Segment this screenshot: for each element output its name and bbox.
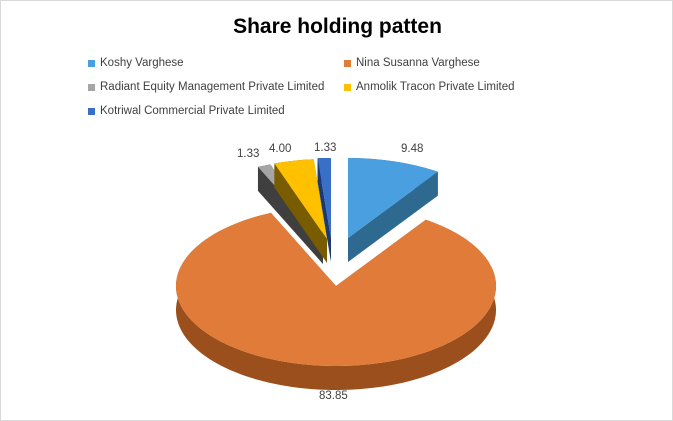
data-label-koshy: 9.48 [401,143,424,155]
slice-top [317,158,331,238]
legend-swatch [88,107,95,115]
data-label-anmolik: 4.00 [269,143,292,155]
pie-slice-nina [176,212,496,390]
data-label-radiant: 1.33 [237,148,260,160]
slice-wall [317,158,331,262]
legend-item-nina: Nina Susanna Varghese [344,57,480,69]
legend-label: Anmolik Tracon Private Limited [356,81,515,93]
slice-top [176,212,496,366]
pie-slice-anmolik [274,159,327,263]
data-label-kotriwal: 1.33 [314,142,337,154]
chart-title: Share holding patten [233,15,442,38]
legend-item-koshy: Koshy Varghese [88,57,184,69]
slice-top [348,158,438,238]
pie-slice-koshy [348,158,438,262]
legend-label: Kotriwal Commercial Private Limited [100,105,285,117]
pie-slice-kotriwal [317,158,331,262]
data-label-nina: 83.85 [319,390,348,402]
legend-item-radiant: Radiant Equity Management Private Limite… [88,81,324,93]
legend-item-kotriwal: Kotriwal Commercial Private Limited [88,105,285,117]
slice-wall [274,163,327,263]
slice-top [274,159,327,239]
legend-swatch [344,59,351,67]
legend-label: Radiant Equity Management Private Limite… [100,81,325,93]
legend-swatch [88,59,95,67]
legend-label: Koshy Varghese [100,57,184,69]
legend-item-anmolik: Anmolik Tracon Private Limited [344,81,515,93]
slice-wall [348,171,438,262]
legend-swatch [344,83,351,91]
legend-swatch [88,83,95,91]
legend-label: Nina Susanna Varghese [356,57,480,69]
